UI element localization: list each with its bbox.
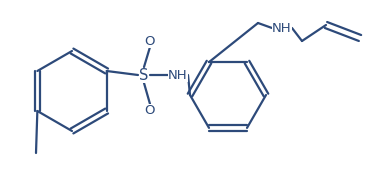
Text: NH: NH [272,21,292,35]
Text: S: S [139,68,149,83]
Text: NH: NH [168,68,188,81]
Text: O: O [145,104,155,117]
Text: O: O [145,35,155,48]
